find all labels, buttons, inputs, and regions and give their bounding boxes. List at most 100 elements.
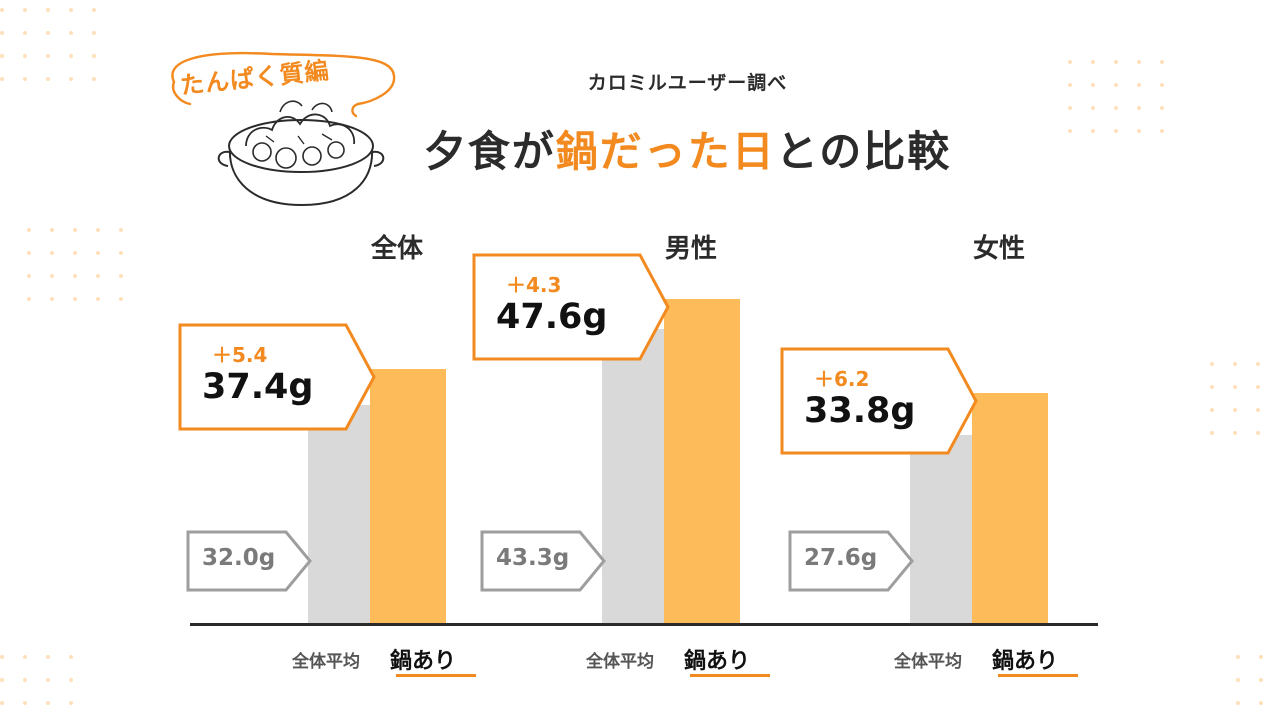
dot	[1259, 701, 1263, 705]
dot	[1160, 83, 1164, 87]
dot	[46, 54, 50, 58]
dot	[1259, 655, 1263, 659]
title-pre: 夕食が	[423, 127, 556, 176]
bar-nabe	[370, 368, 446, 623]
dot	[1091, 129, 1095, 133]
dot	[1114, 106, 1118, 110]
difference-label: ＋5.4	[212, 342, 268, 367]
dot	[46, 31, 50, 35]
dot	[1137, 83, 1141, 87]
dot	[46, 701, 50, 705]
dot	[69, 655, 73, 659]
dot	[23, 8, 27, 12]
average-value-label: 43.3g	[496, 545, 570, 571]
dot	[1233, 431, 1237, 435]
dot	[23, 655, 27, 659]
dot	[1210, 408, 1214, 412]
x-label-underline	[998, 674, 1078, 677]
dot	[92, 31, 96, 35]
callout-arrow-shape	[178, 323, 376, 431]
dot-pattern-right	[1210, 362, 1260, 435]
dot	[1137, 129, 1141, 133]
dot	[73, 274, 77, 278]
dot	[50, 297, 54, 301]
dot	[96, 297, 100, 301]
dot	[119, 297, 123, 301]
dot	[1068, 129, 1072, 133]
dot	[23, 701, 27, 705]
callout-arrow-shape	[788, 530, 914, 592]
dot	[1091, 83, 1095, 87]
x-axis-baseline	[190, 623, 1098, 626]
dot	[1236, 655, 1240, 659]
x-label-nabe: 鍋あり	[992, 649, 1059, 674]
difference-label: ＋6.2	[814, 367, 870, 392]
dot	[50, 274, 54, 278]
dot	[69, 701, 73, 705]
dot	[92, 8, 96, 12]
dot	[50, 228, 54, 232]
dot	[1256, 362, 1260, 366]
callout-arrow-shape	[472, 253, 670, 361]
x-label-underline	[690, 674, 770, 677]
dot	[0, 54, 4, 58]
dot	[1233, 385, 1237, 389]
dot	[1160, 106, 1164, 110]
nabe-value-label: 47.6g	[496, 297, 608, 338]
dot-pattern-top-right	[1068, 60, 1164, 133]
dot	[23, 31, 27, 35]
average-value-label: 32.0g	[202, 545, 276, 571]
average-value-label: 27.6g	[804, 545, 878, 571]
group-title: 全体	[370, 234, 423, 264]
callout-arrow-shape	[186, 530, 312, 592]
dot	[1256, 385, 1260, 389]
chart-title: 夕食が鍋だった日との比較	[0, 118, 1280, 179]
dot	[1068, 106, 1072, 110]
dot	[73, 297, 77, 301]
dot	[1114, 60, 1118, 64]
title-highlight: 鍋だった日	[555, 127, 776, 176]
dot	[46, 8, 50, 12]
nabe-pot-icon	[171, 51, 396, 207]
dot	[1233, 362, 1237, 366]
dot	[69, 31, 73, 35]
dot	[69, 77, 73, 81]
callout-arrow-shape	[480, 530, 606, 592]
dot	[0, 701, 4, 705]
dot	[0, 678, 4, 682]
dot	[69, 54, 73, 58]
dot	[96, 228, 100, 232]
dot	[1137, 60, 1141, 64]
group-title: 女性	[972, 234, 1025, 264]
x-label-average: 全体平均	[586, 652, 654, 672]
x-label-nabe: 鍋あり	[390, 649, 457, 674]
dot	[1236, 678, 1240, 682]
dot	[1210, 362, 1214, 366]
dot-pattern-bottom-right	[1236, 655, 1263, 705]
dot	[46, 678, 50, 682]
dot	[23, 77, 27, 81]
dot	[0, 31, 4, 35]
dot	[50, 251, 54, 255]
dot	[1233, 408, 1237, 412]
bar-nabe	[664, 299, 740, 623]
dot	[1114, 129, 1118, 133]
dot-pattern-top-left	[0, 8, 96, 81]
dot	[119, 228, 123, 232]
nabe-value-label: 33.8g	[804, 391, 916, 432]
dot-pattern-bottom-left	[0, 655, 73, 705]
dot	[73, 251, 77, 255]
dot	[27, 251, 31, 255]
dot	[1091, 60, 1095, 64]
bar-nabe	[972, 393, 1048, 623]
dot	[96, 251, 100, 255]
dot	[0, 8, 4, 12]
dot	[0, 655, 4, 659]
dot	[0, 77, 4, 81]
dot	[23, 54, 27, 58]
nabe-value-label: 37.4g	[202, 366, 314, 407]
dot	[92, 54, 96, 58]
dot	[69, 678, 73, 682]
x-label-underline	[396, 674, 476, 677]
dot	[27, 274, 31, 278]
